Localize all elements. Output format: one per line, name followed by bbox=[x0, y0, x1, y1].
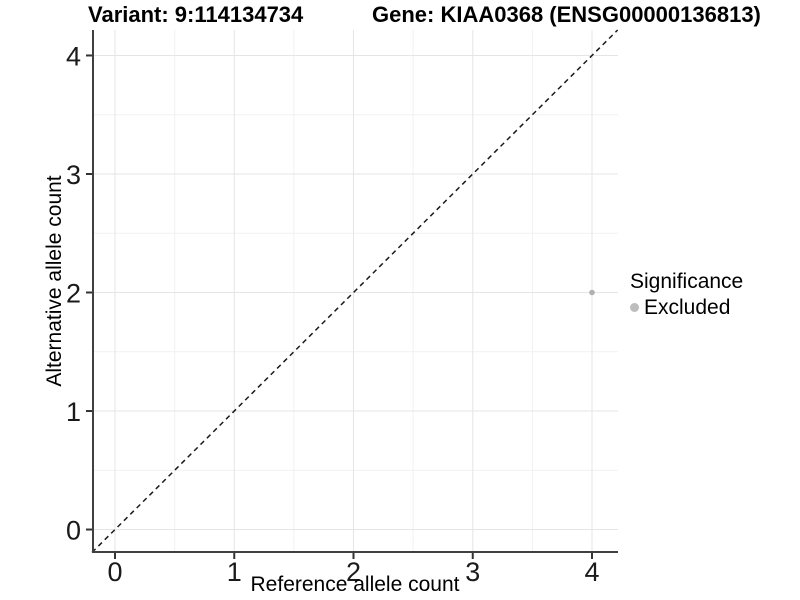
x-axis-label: Reference allele count bbox=[250, 573, 460, 596]
legend-item-label: Excluded bbox=[644, 296, 731, 319]
legend-key-dot bbox=[630, 303, 639, 312]
legend-item-excluded: Excluded bbox=[630, 297, 743, 318]
data-point bbox=[589, 289, 595, 296]
x-tick-label: 3 bbox=[465, 557, 480, 587]
legend-title: Significance bbox=[630, 270, 744, 293]
x-tick-label: 0 bbox=[107, 557, 122, 587]
x-tick-label: 4 bbox=[584, 557, 599, 587]
legend: Significance Excluded bbox=[630, 271, 743, 318]
y-tick-label: 1 bbox=[66, 397, 81, 427]
identity-line bbox=[91, 29, 619, 553]
plot-title-variant: Variant: 9:114134734 bbox=[88, 2, 304, 27]
x-tick-label: 1 bbox=[227, 557, 242, 587]
y-tick-label: 4 bbox=[66, 41, 81, 71]
y-tick-label: 2 bbox=[66, 279, 81, 309]
y-tick-label: 0 bbox=[66, 516, 81, 546]
x-tick-label: 2 bbox=[346, 557, 361, 587]
plot-title-gene: Gene: KIAA0368 (ENSG00000136813) bbox=[372, 2, 761, 27]
plot-panel: 0 1 2 3 4 0 1 2 3 4 bbox=[66, 29, 619, 587]
y-tick-label: 3 bbox=[66, 160, 81, 190]
y-axis-label: Alternative allele count bbox=[43, 175, 66, 387]
